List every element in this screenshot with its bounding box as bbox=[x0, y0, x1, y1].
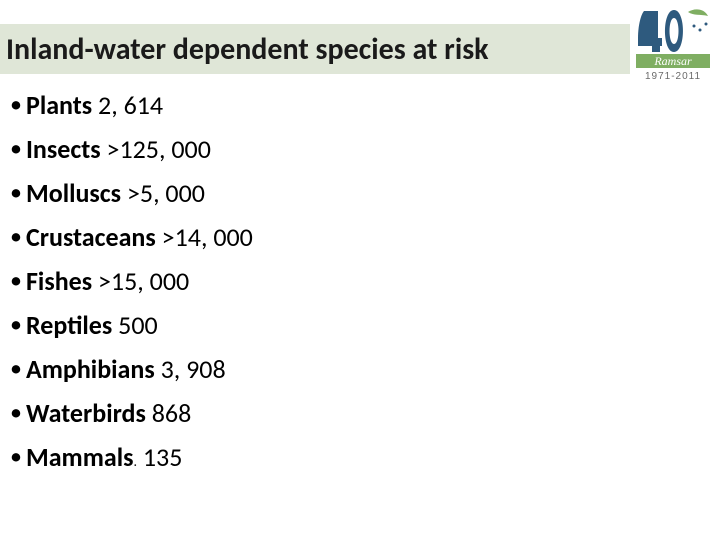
list-item-value: >14, 000 bbox=[156, 221, 253, 253]
bullet-dot-icon: • bbox=[6, 308, 26, 342]
list-item-label: Plants bbox=[26, 89, 92, 121]
list-item-label: Fishes bbox=[26, 265, 92, 297]
list-item-text: Molluscs >5, 000 bbox=[26, 176, 205, 210]
list-item-text: Crustaceans >14, 000 bbox=[26, 220, 253, 254]
list-item-text: Insects >125, 000 bbox=[26, 132, 211, 166]
list-item: •Plants 2, 614 bbox=[6, 88, 253, 122]
bullet-dot-icon: • bbox=[6, 220, 26, 254]
list-item-label: Amphibians bbox=[26, 353, 155, 385]
list-item-text: Fishes >15, 000 bbox=[26, 264, 189, 298]
logo-forty-icon bbox=[638, 9, 708, 52]
list-item-value: >125, 000 bbox=[101, 133, 211, 165]
list-item-text: Plants 2, 614 bbox=[26, 88, 163, 122]
bullet-dot-icon: • bbox=[6, 132, 26, 166]
bullet-dot-icon: • bbox=[6, 88, 26, 122]
page-title: Inland-water dependent species at risk bbox=[6, 31, 489, 68]
bullet-list: •Plants 2, 614•Insects >125, 000•Mollusc… bbox=[6, 88, 253, 489]
list-item: •Crustaceans >14, 000 bbox=[6, 220, 253, 254]
list-item-text: Amphibians 3, 908 bbox=[26, 352, 226, 386]
list-item-label: Waterbirds bbox=[26, 397, 146, 429]
list-item: •Molluscs >5, 000 bbox=[6, 176, 253, 210]
list-item: •Reptiles 500 bbox=[6, 308, 253, 342]
list-item-text: Reptiles 500 bbox=[26, 308, 158, 342]
list-item-value: >5, 000 bbox=[121, 177, 205, 209]
list-item-value: 500 bbox=[112, 309, 157, 341]
list-item-label: Molluscs bbox=[26, 177, 121, 209]
list-item: •Fishes >15, 000 bbox=[6, 264, 253, 298]
list-item-label: Reptiles bbox=[26, 309, 112, 341]
logo-banner-text: Ramsar bbox=[653, 54, 692, 68]
list-item-value: 2, 614 bbox=[92, 89, 163, 121]
bullet-dot-icon: • bbox=[6, 264, 26, 298]
list-item-text: Mammals. 135 bbox=[26, 440, 182, 479]
list-item: •Mammals. 135 bbox=[6, 440, 253, 479]
bullet-dot-icon: • bbox=[6, 396, 26, 430]
list-item: •Amphibians 3, 908 bbox=[6, 352, 253, 386]
list-item-value: >15, 000 bbox=[92, 265, 189, 297]
bullet-dot-icon: • bbox=[6, 440, 26, 474]
list-item: •Waterbirds 868 bbox=[6, 396, 253, 430]
list-item-label: Insects bbox=[26, 133, 101, 165]
logo-years: 1971-2011 bbox=[645, 71, 701, 82]
list-item: •Insects >125, 000 bbox=[6, 132, 253, 166]
bullet-dot-icon: • bbox=[6, 352, 26, 386]
list-item-text: Waterbirds 868 bbox=[26, 396, 191, 430]
list-item-value: 868 bbox=[146, 397, 191, 429]
bullet-dot-icon: • bbox=[6, 176, 26, 210]
list-item-value: 3, 908 bbox=[155, 353, 226, 385]
title-bar: Inland-water dependent species at risk bbox=[0, 24, 630, 74]
list-item-label: Crustaceans bbox=[26, 221, 156, 253]
ramsar-40-logo: Ramsar 1971-2011 bbox=[634, 6, 712, 82]
list-item-label: Mammals bbox=[26, 441, 133, 473]
list-item-value: 135 bbox=[137, 441, 182, 473]
